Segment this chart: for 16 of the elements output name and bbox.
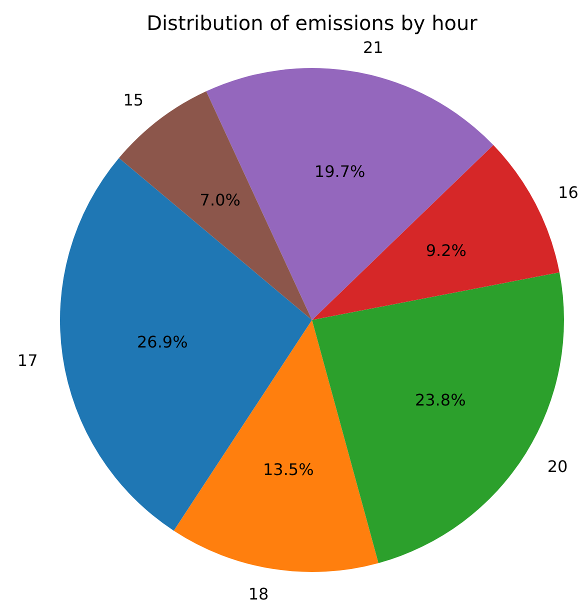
data-label: 9.2% [426,240,467,260]
data-label: 23.8% [414,390,466,410]
slice-label: 21 [362,38,384,58]
chart-title: Distribution of emissions by hour [146,11,478,35]
data-label: 7.0% [200,190,240,210]
data-label: 19.7% [314,162,366,181]
slice-label: 15 [123,90,144,110]
slice-label: 16 [558,182,578,202]
slice-label: 20 [547,457,568,476]
slice-label: 17 [17,350,38,370]
pie-slice [312,145,560,320]
pie-slice [60,158,312,531]
data-label: 13.5% [262,460,314,479]
pie-slice [118,91,312,320]
data-label: 26.9% [136,332,188,352]
slice-label: 18 [248,584,269,604]
